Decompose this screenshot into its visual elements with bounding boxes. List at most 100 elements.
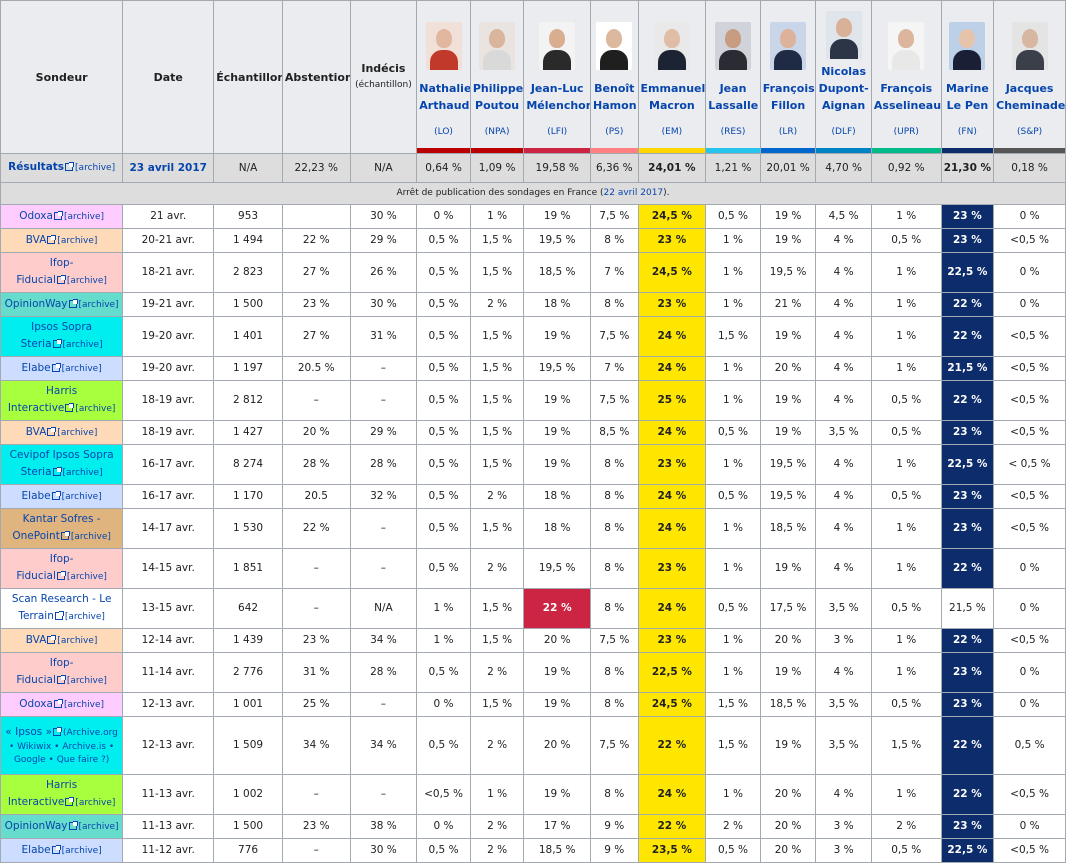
archive-link[interactable]: [archive]	[61, 845, 102, 856]
archive-link[interactable]: [archive]	[63, 211, 104, 222]
cand-last[interactable]: Hamon	[593, 99, 637, 112]
archive-link[interactable]: [archive]	[63, 699, 104, 710]
cand-party[interactable]: (S&P)	[1016, 127, 1043, 137]
cand-first[interactable]: Philippe	[472, 82, 524, 95]
cand-party[interactable]: (NPA)	[484, 127, 510, 137]
pollster-link[interactable]: OpinionWay	[4, 297, 68, 310]
pollster-link[interactable]: Ipsos Sopra	[31, 321, 93, 333]
archive-link[interactable]: [archive]	[66, 276, 107, 286]
cand-header-9[interactable]: Marine Le Pen (FN)	[940, 0, 995, 154]
archive-link[interactable]: [archive]	[57, 427, 98, 438]
pollster-link[interactable]: Steria	[20, 338, 52, 350]
archive-link[interactable]: [archive]	[62, 340, 103, 350]
cand-first[interactable]: Jean-Luc	[530, 82, 584, 95]
cand-last[interactable]: Dupont- Aignan	[818, 82, 869, 112]
archive-link[interactable]: [archive]	[66, 676, 107, 686]
cand-last[interactable]: Arthaud	[419, 99, 470, 112]
cand-last[interactable]: Cheminade	[996, 99, 1066, 112]
archive-link[interactable]: [archive]	[66, 572, 107, 582]
cand-first[interactable]: Nathalie	[419, 82, 471, 95]
cand-party[interactable]: (LO)	[434, 127, 453, 137]
pollster-link[interactable]: Ifop-	[49, 553, 74, 565]
cand-first[interactable]: Nicolas	[821, 65, 867, 78]
cand-first[interactable]: Jean	[719, 82, 747, 95]
cand-party[interactable]: (DLF)	[831, 127, 856, 137]
notice-date-link[interactable]: 22 avril 2017	[603, 188, 664, 198]
cand-header-3[interactable]: Benoît Hamon (PS)	[590, 0, 639, 154]
archive-link[interactable]: [archive]	[61, 363, 102, 374]
cand-last[interactable]: Macron	[649, 99, 695, 112]
pollster-link[interactable]: Cevipof Ipsos Sopra	[9, 449, 114, 461]
col-indecis[interactable]: Indécis (échantillon)	[349, 0, 418, 154]
cand-last[interactable]: Asselineau	[873, 99, 942, 112]
cand-first[interactable]: Emmanuel	[640, 82, 706, 95]
archive-link[interactable]: [archive]	[75, 404, 116, 414]
cand-header-4[interactable]: Emmanuel Macron (EM)	[637, 0, 707, 154]
archive-links-line[interactable]: • Wikiwix • Archive.is •	[9, 742, 115, 752]
pollster-link[interactable]: Harris	[46, 385, 78, 397]
archive-link[interactable]: [archive]	[57, 635, 98, 646]
cand-last[interactable]: Fillon	[770, 99, 806, 112]
cand-party[interactable]: (EM)	[661, 127, 683, 137]
results-date-link[interactable]: 23 avril 2017	[129, 161, 207, 174]
pollster-link[interactable]: Elabe	[21, 843, 51, 856]
cand-last[interactable]: Mélenchon	[526, 99, 591, 112]
archive-link[interactable]: [archive]	[78, 821, 119, 832]
pollster-link[interactable]: Elabe	[21, 361, 51, 374]
pollster-link[interactable]: Kantar Sofres -	[22, 513, 101, 525]
archive-link[interactable]: [archive]	[57, 235, 98, 246]
cand-party[interactable]: (UPR)	[893, 127, 919, 137]
pollster-link[interactable]: BVA	[25, 233, 47, 246]
archive-link[interactable]: [archive]	[75, 798, 116, 808]
cand-header-8[interactable]: François Asselineau (UPR)	[870, 0, 942, 154]
cand-header-5[interactable]: Jean Lassalle (RES)	[705, 0, 761, 154]
col-sondeur[interactable]: Sondeur	[0, 0, 124, 154]
cand-header-1[interactable]: Philippe Poutou (NPA)	[469, 0, 525, 154]
cand-last[interactable]: Le Pen	[946, 99, 989, 112]
pollster-link[interactable]: Odoxa	[19, 209, 53, 222]
cand-first[interactable]: Benoît	[594, 82, 635, 95]
col-echantillon[interactable]: Échantillon	[213, 0, 283, 154]
pollster-link[interactable]: OpinionWay	[4, 819, 68, 832]
archive-link[interactable]: [archive]	[70, 532, 111, 542]
pollster-link[interactable]: Scan Research - Le	[11, 593, 112, 605]
archive-link[interactable]: [archive]	[78, 299, 119, 310]
pollster-link[interactable]: Terrain	[18, 610, 54, 622]
cand-first[interactable]: Jacques	[1005, 82, 1054, 95]
archive-link[interactable]: [archive]	[62, 468, 103, 478]
cand-party[interactable]: (FN)	[957, 127, 977, 137]
pollster-link[interactable]: Fiducial	[16, 274, 56, 286]
cand-last[interactable]: Poutou	[475, 99, 520, 112]
pollster-link[interactable]: Ifop-	[49, 657, 74, 669]
cand-first[interactable]: François	[762, 82, 815, 95]
col-date[interactable]: Date	[122, 0, 215, 154]
pollster-link[interactable]: BVA	[25, 633, 47, 646]
archive-link[interactable]: [archive]	[75, 163, 116, 173]
pollster-link[interactable]: OnePoint	[12, 530, 60, 542]
cand-header-2[interactable]: Jean-Luc Mélenchon (LFI)	[523, 0, 592, 154]
pollster-link[interactable]: BVA	[25, 425, 47, 438]
pollster-link[interactable]: Ifop-	[49, 257, 74, 269]
pollster-link[interactable]: Elabe	[21, 489, 51, 502]
archive-links-line[interactable]: Google • Que faire ?)	[13, 755, 110, 765]
pollster-link[interactable]: Steria	[20, 466, 52, 478]
cand-header-10[interactable]: Jacques Cheminade (S&P)	[993, 0, 1066, 154]
cand-header-0[interactable]: Nathalie Arthaud (LO)	[416, 0, 471, 154]
pollster-link[interactable]: Harris	[46, 779, 78, 791]
archiveorg-link[interactable]: (Archive.org	[63, 728, 118, 738]
cand-header-6[interactable]: François Fillon (LR)	[759, 0, 817, 154]
pollster-link[interactable]: Fiducial	[16, 570, 56, 582]
cand-party[interactable]: (PS)	[605, 127, 624, 137]
pollster-link[interactable]: Interactive	[7, 402, 65, 414]
results-link[interactable]: Résultats	[8, 161, 65, 173]
cand-party[interactable]: (LFI)	[547, 127, 568, 137]
archive-link[interactable]: [archive]	[61, 491, 102, 502]
cand-first[interactable]: Marine	[945, 82, 989, 95]
cand-party[interactable]: (RES)	[720, 127, 746, 137]
archive-link[interactable]: [archive]	[64, 612, 105, 622]
cand-first[interactable]: François	[880, 82, 933, 95]
pollster-link[interactable]: « Ipsos »	[5, 726, 53, 738]
pollster-link[interactable]: Interactive	[7, 796, 65, 808]
pollster-link[interactable]: Odoxa	[19, 697, 53, 710]
col-abstention[interactable]: Abstention	[281, 0, 351, 154]
